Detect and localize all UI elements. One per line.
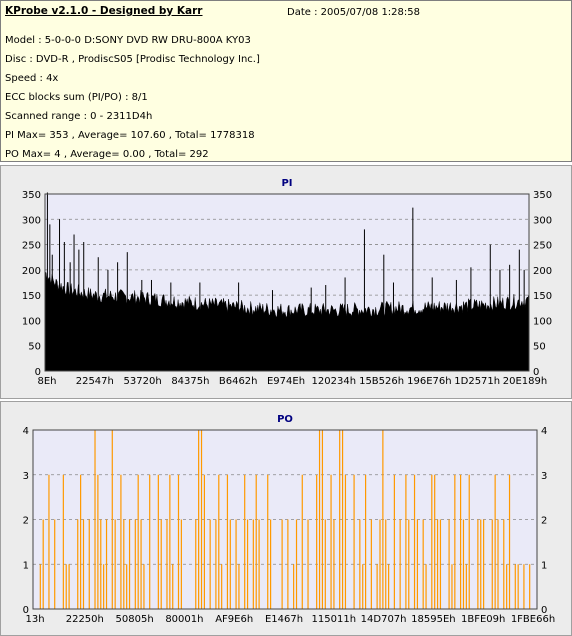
chart-title: PO bbox=[277, 414, 293, 425]
plot-border bbox=[32, 429, 538, 610]
x-tick-label: 14D707h bbox=[361, 614, 407, 625]
y-tick-label-left: 1 bbox=[23, 560, 29, 571]
y-tick-label-right: 250 bbox=[533, 241, 552, 252]
x-tick-label: 1BFE09h bbox=[461, 614, 505, 625]
y-tick-label-left: 50 bbox=[28, 342, 41, 353]
info-panel: KProbe v2.1.0 - Designed by Karr Date : … bbox=[0, 0, 572, 162]
speed-line: Speed : 4x bbox=[5, 73, 59, 84]
po-chart: PO 0 0 1 1 2 2 3 3 4 4 13h 22250h 50805h 80001h AF9E6h E… bbox=[23, 414, 556, 625]
y-tick-label-right: 3 bbox=[541, 471, 547, 482]
x-tick-label: 53720h bbox=[124, 376, 162, 387]
y-tick-label-left: 3 bbox=[23, 471, 29, 482]
pi-series-area bbox=[44, 272, 530, 372]
y-tick-label-left: 250 bbox=[22, 241, 41, 252]
y-tick-label-left: 150 bbox=[22, 291, 41, 302]
y-tick-label-right: 2 bbox=[541, 516, 547, 527]
y-tick-label-left: 200 bbox=[22, 266, 41, 277]
ecc-line: ECC blocks sum (PI/PO) : 8/1 bbox=[5, 92, 148, 103]
x-tick-label: 15B526h bbox=[359, 376, 404, 387]
x-tick-label: 22547h bbox=[76, 376, 114, 387]
y-tick-label-right: 300 bbox=[533, 215, 552, 226]
scan-date: Date : 2005/07/08 1:28:58 bbox=[287, 7, 420, 18]
x-tick-label: 20E189h bbox=[503, 376, 547, 387]
x-tick-label: 13h bbox=[25, 614, 44, 625]
y-tick-label-left: 0 bbox=[23, 605, 29, 616]
chart-title: PI bbox=[281, 178, 292, 189]
x-tick-label: 18595Eh bbox=[411, 614, 455, 625]
x-tick-label: 80001h bbox=[165, 614, 203, 625]
y-tick-label-right: 200 bbox=[533, 266, 552, 277]
y-tick-label-right: 4 bbox=[541, 426, 547, 437]
y-tick-label-right: 50 bbox=[533, 342, 546, 353]
disc-line: Disc : DVD-R , ProdiscS05 [Prodisc Techn… bbox=[5, 54, 260, 65]
app-title: KProbe v2.1.0 - Designed by Karr bbox=[5, 5, 203, 17]
y-tick-label-left: 2 bbox=[23, 516, 29, 527]
x-tick-label: 196E76h bbox=[407, 376, 451, 387]
x-tick-label: E974Eh bbox=[267, 376, 305, 387]
range-line: Scanned range : 0 - 2311D4h bbox=[5, 111, 153, 122]
x-tick-label: E1467h bbox=[265, 614, 303, 625]
model-line: Model : 5-0-0-0 D:SONY DVD RW DRU-800A K… bbox=[5, 35, 251, 46]
y-tick-label-right: 150 bbox=[533, 291, 552, 302]
plot-border bbox=[44, 193, 530, 372]
x-tick-label: 1FBE66h bbox=[511, 614, 555, 625]
po-chart-panel: PO 0 0 1 1 2 2 3 3 4 4 13h 22250h 50805h 80001h AF9E6h E… bbox=[0, 401, 572, 636]
y-tick-label-left: 4 bbox=[23, 426, 29, 437]
y-tick-label-right: 0 bbox=[533, 367, 539, 378]
x-tick-label: 22250h bbox=[66, 614, 104, 625]
y-tick-label-right: 350 bbox=[533, 190, 552, 201]
po-summary-line: PO Max= 4 , Average= 0.00 , Total= 292 bbox=[5, 149, 209, 160]
x-tick-label: AF9E6h bbox=[215, 614, 253, 625]
pi-summary-line: PI Max= 353 , Average= 107.60 , Total= 1… bbox=[5, 130, 255, 141]
x-tick-label: 50805h bbox=[116, 614, 154, 625]
x-tick-label: 115011h bbox=[312, 614, 357, 625]
x-tick-label: 84375h bbox=[171, 376, 209, 387]
y-tick-label-left: 300 bbox=[22, 215, 41, 226]
y-tick-label-right: 100 bbox=[533, 316, 552, 327]
x-tick-label: 120234h bbox=[312, 376, 357, 387]
pi-chart: PI 0 0 50 50 100 100 150 150 200 200 250 250 300 300 35… bbox=[22, 178, 552, 387]
y-tick-label-right: 1 bbox=[541, 560, 547, 571]
x-tick-label: 8Eh bbox=[37, 376, 56, 387]
y-tick-label-left: 0 bbox=[35, 367, 41, 378]
pi-chart-panel: PI 0 0 50 50 100 100 150 150 200 200 250 250 300 300 35… bbox=[0, 165, 572, 399]
y-tick-label-left: 350 bbox=[22, 190, 41, 201]
x-tick-label: 1D2571h bbox=[454, 376, 500, 387]
y-tick-label-left: 100 bbox=[22, 316, 41, 327]
y-tick-label-right: 0 bbox=[541, 605, 547, 616]
x-tick-label: B6462h bbox=[219, 376, 258, 387]
